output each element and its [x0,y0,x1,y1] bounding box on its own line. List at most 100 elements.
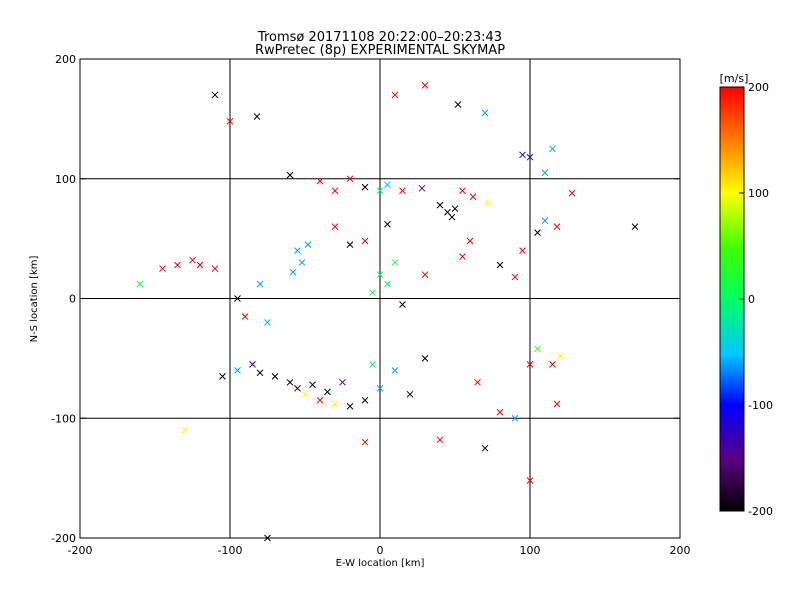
data-point-cross [391,91,399,99]
data-point-cross [226,117,234,125]
colorbar-tick-label: -200 [748,505,773,518]
data-point-cross [448,213,456,221]
data-point-cross [361,237,369,245]
y-tick-label: 100 [55,173,76,186]
colorbar-label: [m/s] [720,72,749,85]
data-point-cross [436,436,444,444]
data-point-cross [294,247,301,254]
data-point-cross [526,477,534,484]
data-point-cross [421,271,429,278]
data-point-cross [519,151,526,159]
data-point-cross [286,171,294,179]
data-point-cross [534,345,541,353]
data-point-cross [549,145,556,153]
data-point-cross [418,184,426,192]
data-point-cross [369,361,376,368]
data-point-cross [421,355,429,362]
data-point-cross [469,193,477,201]
data-point-cross [331,223,339,231]
data-point-cross [436,201,444,209]
data-point-cross [406,390,414,398]
data-point-cross [511,273,519,281]
x-tick-label: -100 [218,544,243,557]
data-point-cross [304,241,312,248]
data-point-cross [459,187,466,195]
x-tick-label: 200 [670,544,691,557]
data-point-cross [391,366,399,374]
colorbar-tick-label: 0 [748,293,755,306]
colorbar-ticks: -200 -100 0 100 200 [739,81,773,518]
y-tick-label: 0 [69,293,76,306]
x-ticks: -200 -100 0 100 200 [68,59,691,557]
data-point-cross [511,414,519,422]
data-point-cross [361,396,369,404]
data-point-cross [534,229,541,236]
data-point-cross [496,408,504,416]
data-point-cross [346,402,354,410]
x-tick-label: -200 [68,544,93,557]
data-point-cross [174,261,181,269]
data-point-cross [309,381,316,389]
data-point-cross [264,319,271,326]
data-point-cross [451,205,459,213]
data-point-cross [324,388,331,396]
data-point-cross [484,199,492,207]
data-point-cross [286,378,294,386]
data-point-cross [459,253,466,260]
data-point-cross [631,223,639,231]
y-axis-label: N-S location [km] [29,256,40,343]
data-point-cross [376,384,384,392]
data-point-cross [361,183,369,191]
x-tick-label: 100 [520,544,541,557]
data-point-cross [196,261,204,269]
data-point-cross [181,426,189,434]
y-tick-label: -200 [51,532,76,545]
data-point-cross [376,271,384,278]
data-point-cross [316,177,324,185]
data-point-cross [496,261,504,269]
colorbar-tick-label: 100 [748,187,769,200]
data-point-cross [421,81,429,89]
data-point-cross [159,265,166,272]
chart-subtitle: RwPretec (8p) EXPERIMENTAL SKYMAP [255,43,505,58]
y-ticks: -200 -100 0 100 200 [51,53,680,545]
data-point-cross [454,101,462,108]
data-point-cross [466,237,474,245]
data-point-cross [549,361,556,368]
data-point-cross [384,181,391,189]
data-point-cross [271,372,279,380]
data-point-cross [526,361,534,368]
data-point-cross [481,444,489,452]
data-point-cross [298,259,306,266]
y-tick-label: 200 [55,53,76,66]
data-point-cross [346,175,354,183]
data-point-cross [526,153,534,161]
data-point-cross [316,396,324,404]
data-point-cross [256,369,264,377]
data-point-cross [136,280,144,288]
data-point-cross [234,366,241,374]
data-point-cross [211,91,219,99]
data-point-cross [339,378,346,386]
data-point-cross [474,378,481,386]
data-point-cross [384,220,391,228]
data-point-cross [376,187,384,195]
data-point-cross [384,280,391,288]
data-point-cross [369,289,376,296]
data-point-cross [519,247,526,254]
data-point-cross [249,361,256,368]
data-point-cross [556,352,564,360]
data-point-cross [331,187,339,195]
scatter-points [136,81,639,542]
data-point-cross [568,189,576,197]
data-point-cross [256,280,264,288]
data-point-cross [289,268,297,276]
data-point-cross [541,217,549,225]
data-point-cross [294,384,301,392]
colorbar-tick-label: -100 [748,399,773,412]
data-point-cross [253,113,261,120]
data-point-cross [211,265,219,272]
data-point-cross [391,259,399,266]
data-point-cross [234,295,241,302]
data-point-cross [481,109,489,117]
